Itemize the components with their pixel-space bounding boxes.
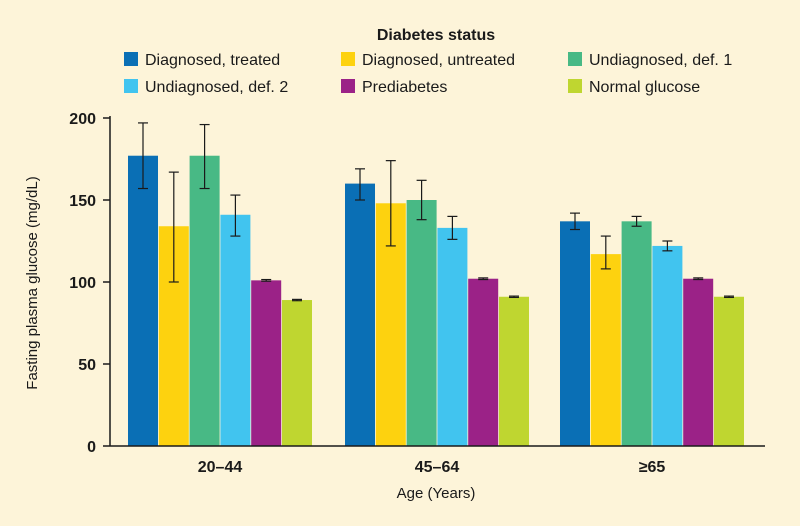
error-bar-20-44-undiagnosed-def-1 (199, 123, 210, 190)
bar-65-undiagnosed-def-1 (621, 221, 652, 446)
error-bar-20-44-normal-glucose (292, 298, 302, 302)
legend-swatch-normal-glucose (568, 79, 582, 93)
legend-swatch-diagnosed-untreated (341, 52, 355, 66)
bar-45-64-undiagnosed-def-2 (437, 227, 468, 446)
legend-label-normal-glucose: Normal glucose (589, 79, 700, 96)
bar-65-normal-glucose (714, 296, 744, 446)
bar-65-prediabetes (683, 278, 714, 446)
legend-swatch-undiagnosed-def-1 (568, 52, 582, 66)
x-tick-label-65: ≥65 (639, 459, 666, 476)
legend-label-undiagnosed-def-2: Undiagnosed, def. 2 (145, 79, 288, 96)
bar-20-44-undiagnosed-def-1 (189, 155, 220, 446)
error-bar-20-44-diagnosed-untreated (168, 171, 179, 283)
bar-45-64-undiagnosed-def-1 (406, 200, 437, 446)
y-tick-label-200: 200 (69, 111, 96, 128)
error-bar-20-44-prediabetes (261, 278, 272, 282)
bar-65-diagnosed-treated (560, 221, 590, 446)
bar-20-44-diagnosed-treated (128, 155, 158, 446)
legend-label-undiagnosed-def-1: Undiagnosed, def. 1 (589, 52, 732, 69)
legend-swatch-prediabetes (341, 79, 355, 93)
error-bar-45-64-normal-glucose (509, 295, 519, 299)
x-tick-label-20-44: 20–44 (198, 459, 243, 476)
bar-65-diagnosed-untreated (590, 254, 621, 446)
legend-swatch-diagnosed-treated (124, 52, 138, 66)
error-bar-20-44-undiagnosed-def-2 (230, 194, 241, 237)
y-tick-label-50: 50 (78, 357, 96, 374)
bar-20-44-undiagnosed-def-2 (220, 214, 251, 446)
error-bar-45-64-diagnosed-treated (355, 168, 365, 201)
error-bar-45-64-diagnosed-untreated (385, 160, 396, 247)
error-bar-45-64-prediabetes (478, 277, 489, 281)
x-tick-label-45-64: 45–64 (415, 459, 460, 476)
error-bar-65-diagnosed-untreated (600, 235, 611, 270)
error-bar-65-undiagnosed-def-2 (662, 240, 673, 252)
legend-label-diagnosed-untreated: Diagnosed, untreated (362, 52, 515, 69)
x-axis-label: Age (Years) (397, 485, 476, 502)
y-axis-label: Fasting plasma glucose (mg/dL) (24, 176, 41, 389)
bar-20-44-prediabetes (251, 280, 282, 446)
bars-group (128, 122, 744, 446)
bar-45-64-prediabetes (468, 278, 499, 446)
legend-label-diagnosed-treated: Diagnosed, treated (145, 52, 280, 69)
error-bar-65-prediabetes (693, 277, 704, 281)
bar-45-64-normal-glucose (499, 296, 529, 446)
y-tick-label-0: 0 (87, 439, 96, 456)
legend-swatch-undiagnosed-def-2 (124, 79, 138, 93)
x-axis: 20–44 45–64 ≥65 (110, 445, 765, 476)
legend-label-prediabetes: Prediabetes (362, 79, 447, 96)
y-axis: 0 50 100 150 200 (69, 111, 111, 456)
error-bar-20-44-diagnosed-treated (138, 122, 148, 190)
legend: Diagnosed, treated Diagnosed, untreated Un… (124, 52, 732, 96)
error-bar-65-normal-glucose (724, 295, 734, 299)
y-tick-label-150: 150 (69, 193, 96, 210)
error-bar-45-64-undiagnosed-def-1 (416, 179, 427, 221)
bar-20-44-normal-glucose (282, 300, 312, 446)
bar-65-undiagnosed-def-2 (652, 245, 683, 446)
legend-title: Diabetes status (377, 27, 495, 44)
bar-45-64-diagnosed-treated (345, 183, 375, 446)
error-bar-65-diagnosed-treated (570, 212, 580, 231)
error-bar-45-64-undiagnosed-def-2 (447, 215, 458, 240)
error-bar-65-undiagnosed-def-1 (631, 215, 642, 227)
y-tick-label-100: 100 (69, 275, 96, 292)
